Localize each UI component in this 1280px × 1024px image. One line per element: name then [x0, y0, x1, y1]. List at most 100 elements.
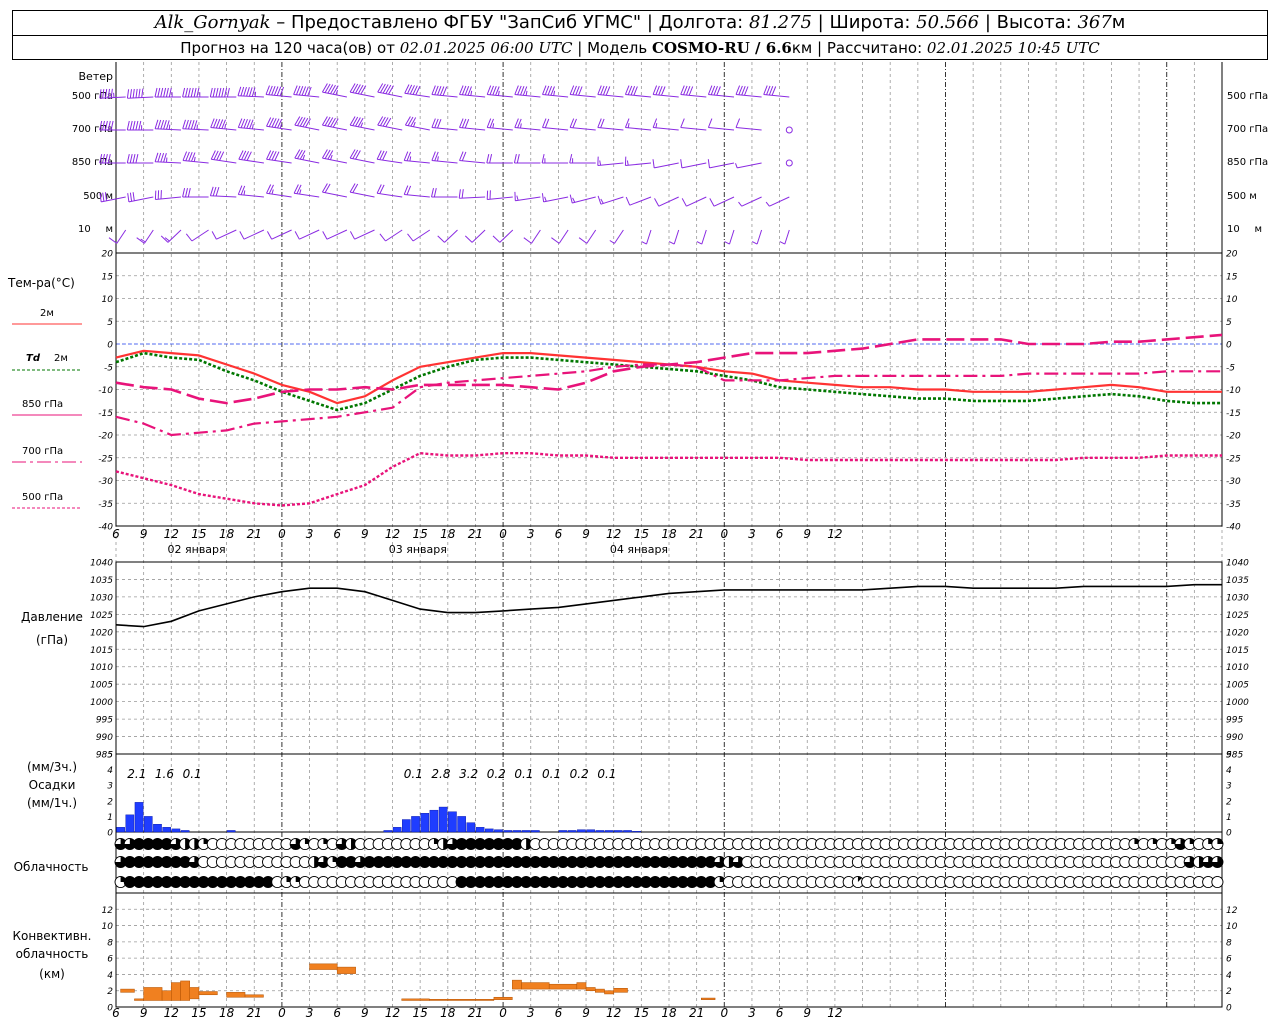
- wind-barb: [486, 85, 513, 98]
- cloud-overcast: [133, 856, 145, 868]
- wind-barb: [321, 83, 347, 98]
- precip-bar: [521, 830, 531, 833]
- temp-tick-left: 15: [102, 272, 114, 282]
- cloud-overcast: [621, 856, 634, 868]
- cloud-cover-symbols: [114, 837, 1224, 889]
- cloud-symbol: [151, 875, 164, 889]
- cloud-overcast: [511, 876, 523, 888]
- convective-bar: [701, 997, 716, 1000]
- cloud-fraction: [1184, 856, 1196, 868]
- cloud-symbol: [547, 855, 560, 869]
- wind-barb: [294, 229, 320, 240]
- cloud-symbol: [455, 855, 468, 869]
- precip-bar: [586, 829, 595, 833]
- precip-tick-right: 2: [1226, 797, 1232, 807]
- header-sep-1: |: [641, 12, 659, 33]
- cloud-overcast: [382, 856, 394, 868]
- wind-barb: [349, 116, 375, 131]
- cloud-overcast: [428, 856, 440, 868]
- header-row-station: Alk_Gornyak – Предоставлено ФГБУ "ЗапСиб…: [13, 11, 1267, 36]
- wind-barb: [569, 153, 596, 164]
- temp-tick-left: -15: [98, 409, 113, 419]
- x-tick-label: 18: [219, 527, 235, 541]
- wind-barb: [707, 118, 735, 131]
- wind-barb: [99, 120, 126, 131]
- wind-level-10m-left-b: м: [105, 224, 113, 235]
- cloud-overcast: [566, 876, 578, 888]
- cloud-symbol: [206, 875, 219, 889]
- cloud-fraction: [336, 838, 348, 850]
- cloud-overcast: [142, 856, 154, 868]
- pressure-tick-right: 1035: [1226, 576, 1249, 586]
- cloud-overcast: [548, 876, 560, 888]
- cloud-fraction: [170, 838, 182, 850]
- wind-barb: [597, 195, 624, 205]
- wind-level-10m-right-b: м: [1254, 224, 1262, 235]
- precip-bar: [153, 824, 162, 833]
- cloud-overcast: [151, 876, 164, 888]
- precip-3h-label: 0.1: [514, 767, 533, 781]
- precip-bar: [494, 829, 503, 833]
- x-tick-label: 12: [164, 1006, 179, 1020]
- cloud-overcast: [658, 856, 670, 868]
- precip-bar: [383, 830, 393, 833]
- precip-bar: [171, 828, 181, 833]
- cloud-symbol: [593, 875, 606, 889]
- precip-title: Осадки: [29, 778, 76, 792]
- x-tick-label: 12: [385, 527, 400, 541]
- wind-barb: [321, 149, 347, 164]
- convective-bar: [613, 988, 628, 993]
- conv-tick-right: 6: [1226, 955, 1232, 965]
- convective-bar: [198, 991, 218, 996]
- cloud-overcast: [474, 876, 486, 888]
- x-tick-label: 18: [661, 527, 677, 541]
- precip-3h-label: 2.8: [431, 767, 450, 781]
- wind-barb: [160, 229, 182, 243]
- cloud-overcast: [575, 856, 588, 868]
- wind-barb: [293, 184, 320, 198]
- cloud-overcast: [262, 876, 274, 888]
- wind-barb: [735, 85, 762, 98]
- pressure-tick-left: 1020: [90, 628, 113, 638]
- cloud-symbol: [114, 837, 127, 851]
- precipitation-bars: 2.1 1.6 0.1 0.1 2.8 3.2 0.2 0.1 0.1 0.2 0.1: [116, 767, 642, 833]
- conv-tick-right: 10: [1226, 922, 1238, 932]
- convective-bar: [521, 982, 550, 990]
- temp-tick-left: 20: [102, 250, 114, 260]
- wind-level-850hpa-left: 850 гПа: [72, 157, 113, 168]
- cloud-overcast: [640, 856, 652, 868]
- wind-barb: [182, 87, 209, 98]
- temp-tick-right: 0: [1226, 341, 1232, 351]
- cloud-overcast: [409, 856, 422, 868]
- cloud-symbol: [427, 837, 441, 851]
- cloud-symbol: [685, 875, 699, 889]
- cloud-fraction: [354, 856, 366, 868]
- pressure-tick-right: 1020: [1226, 628, 1249, 638]
- cloud-overcast: [529, 876, 541, 888]
- cloud-overcast: [244, 876, 256, 888]
- cloud-symbol: [474, 855, 487, 869]
- wind-barb: [210, 118, 237, 131]
- x-tick-label: 12: [606, 527, 621, 541]
- cloud-symbol: [695, 875, 708, 889]
- wind-barb: [709, 196, 735, 207]
- wind-barb: [597, 85, 624, 98]
- wind-calm-symbol: [785, 159, 793, 167]
- cloud-overcast: [640, 876, 652, 888]
- cloud-symbol: [612, 855, 625, 869]
- temp-tick-left: -25: [98, 454, 113, 464]
- cloud-symbol: [649, 855, 662, 869]
- cloud-overcast: [170, 856, 182, 868]
- x-tick-label: 6: [555, 1006, 563, 1020]
- precip-bar: [411, 816, 420, 833]
- wind-barb: [349, 83, 375, 98]
- temp-tick-right: -15: [1226, 409, 1241, 419]
- convective-title-1: Конвективн.: [13, 929, 92, 943]
- cloud-overcast: [400, 856, 412, 868]
- cloud-overcast: [225, 876, 237, 888]
- pressure-unit: (гПа): [36, 633, 68, 647]
- cloud-title: Облачность: [14, 860, 89, 874]
- cloud-overcast: [124, 856, 136, 868]
- x-tick-label: 3: [527, 527, 535, 541]
- cloud-symbol: [695, 855, 708, 869]
